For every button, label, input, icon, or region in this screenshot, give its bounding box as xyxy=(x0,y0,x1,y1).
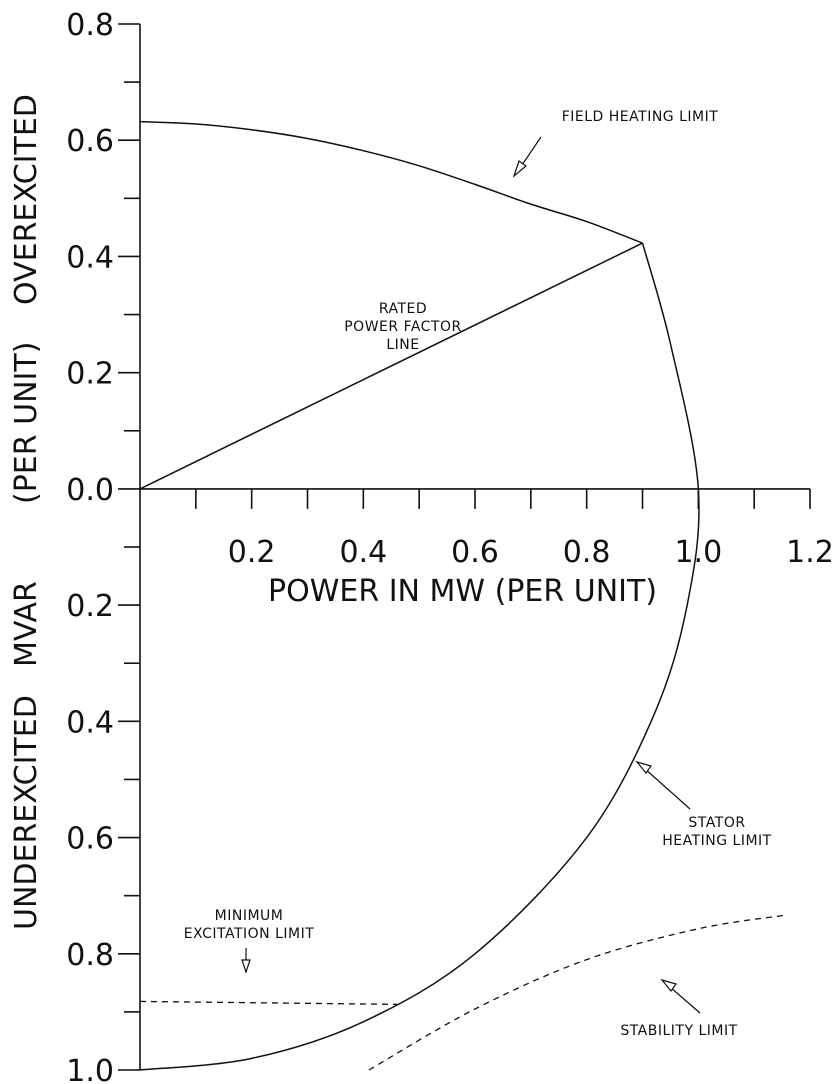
y-ticks xyxy=(118,23,140,1071)
annotation-stability-label: STABILITY LIMIT xyxy=(620,1023,737,1039)
x-tick-label: 0.6 xyxy=(451,535,499,570)
y-tick-label: 0.6 xyxy=(66,822,114,857)
y-tick-label: 0.8 xyxy=(66,938,114,973)
annotation-stator-heating-line2: HEATING LIMIT xyxy=(662,833,772,849)
x-ticks xyxy=(195,488,811,509)
y-axis-title-group: UNDEREXCITED MVAR (PER UNIT) OVEREXCITED xyxy=(9,94,44,930)
x-axis-title: POWER IN MW (PER UNIT) xyxy=(268,574,657,609)
y-axis-title-overexcited: OVEREXCITED xyxy=(9,94,44,305)
x-tick-label: 0.2 xyxy=(228,535,276,570)
x-tick-labels: 0.2 0.4 0.6 0.8 1.0 1.2 xyxy=(228,535,834,570)
annotation-field-heating: FIELD HEATING LIMIT xyxy=(512,109,719,178)
series-rated-power-factor-line xyxy=(139,242,643,490)
annotation-stability-arrowhead xyxy=(660,978,677,992)
x-tick-label: 0.8 xyxy=(563,535,611,570)
annotation-stability: STABILITY LIMIT xyxy=(620,978,737,1039)
y-tick-label: 0.2 xyxy=(66,357,114,392)
y-tick-label: 0.4 xyxy=(66,240,114,275)
x-tick-label: 1.2 xyxy=(786,535,834,570)
annotation-min-excitation: MINIMUM EXCITATION LIMIT xyxy=(184,908,315,974)
series-group xyxy=(139,120,788,1071)
annotation-stator-heating-line1: STATOR xyxy=(688,815,745,831)
annotation-stator-heating-arrow xyxy=(643,767,691,810)
y-axis-title-per-unit: (PER UNIT) xyxy=(9,342,44,504)
y-axis-title-mvar: MVAR xyxy=(9,581,44,667)
series-field-heating-limit xyxy=(139,120,643,244)
y-tick-label: 0.0 xyxy=(66,473,114,508)
y-tick-label: 0.2 xyxy=(66,589,114,624)
annotation-field-heating-arrowhead xyxy=(512,160,527,178)
series-stability-limit xyxy=(368,914,788,1071)
x-tick-label: 0.4 xyxy=(339,535,387,570)
annotation-field-heating-arrow xyxy=(519,136,542,169)
annotation-rated-pf-line2: POWER FACTOR xyxy=(344,319,462,335)
x-tick-label: 1.0 xyxy=(674,535,722,570)
series-stator-heating-limit xyxy=(139,242,700,1071)
series-minimum-excitation-limit xyxy=(139,1000,397,1005)
y-tick-label: 0.4 xyxy=(66,705,114,740)
annotation-rated-pf: RATED POWER FACTOR LINE xyxy=(344,301,462,353)
y-axis-title-underexcited: UNDEREXCITED xyxy=(9,695,44,930)
y-tick-labels: 0.8 0.6 0.4 0.2 0.0 0.2 0.4 0.6 0.8 1.0 xyxy=(66,8,114,1084)
annotation-rated-pf-line3: LINE xyxy=(386,337,419,353)
annotation-min-excitation-arrowhead xyxy=(241,959,251,974)
annotation-stability-arrow xyxy=(669,986,701,1014)
annotation-rated-pf-line1: RATED xyxy=(379,301,427,317)
annotation-stator-heating-arrowhead xyxy=(635,760,652,774)
y-tick-label: 1.0 xyxy=(66,1054,114,1084)
annotation-stator-heating: STATOR HEATING LIMIT xyxy=(635,760,772,849)
annotation-min-excitation-line2: EXCITATION LIMIT xyxy=(184,926,315,942)
annotation-field-heating-label: FIELD HEATING LIMIT xyxy=(562,109,719,125)
annotation-min-excitation-line1: MINIMUM xyxy=(215,908,284,924)
y-tick-label: 0.6 xyxy=(66,124,114,159)
y-tick-label: 0.8 xyxy=(66,8,114,43)
